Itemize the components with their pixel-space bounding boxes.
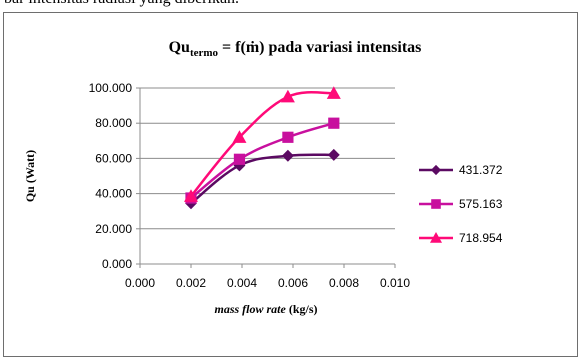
y-tick-label: 60.000 (95, 151, 132, 165)
y-tick-labels: 0.000 20.000 40.000 60.000 80.000 100.000 (89, 81, 133, 271)
legend-item: 575.163 (419, 197, 503, 211)
legend-label: 575.163 (459, 197, 503, 211)
data-point (327, 148, 340, 161)
data-point (233, 153, 246, 165)
legend-marker (430, 232, 442, 243)
data-point (232, 130, 247, 143)
legend-label: 431.372 (459, 163, 503, 177)
chart-frame (3, 12, 578, 357)
legend-marker (430, 164, 442, 176)
x-axis-label: mass flow rate (kg/s) (214, 302, 317, 316)
y-tick-label: 80.000 (95, 116, 132, 130)
series-line (190, 91, 334, 198)
data-point (282, 131, 294, 143)
chart-title: Qutermo = f(ṁ) pada variasi intensitas (169, 39, 422, 59)
series-line (190, 122, 335, 199)
grid-lines (136, 87, 396, 268)
legend-item: 431.372 (419, 163, 503, 177)
series-718.954 (184, 86, 341, 202)
legend-label: 718.954 (459, 231, 503, 245)
y-tick-label: 20.000 (95, 222, 132, 236)
y-tick-label: 40.000 (95, 187, 132, 201)
plot-area (184, 86, 341, 210)
data-point (328, 117, 340, 129)
data-point (281, 149, 294, 162)
x-tick-labels: 0.000 0.002 0.004 0.006 0.008 0.010 (125, 276, 410, 290)
y-tick-label: 0.000 (102, 257, 132, 271)
x-axis-label-unit: (kg/s) (286, 302, 318, 316)
y-tick-label: 100.000 (89, 81, 133, 95)
data-point (280, 89, 295, 103)
legend: 431.372 575.163 718.954 (419, 163, 503, 245)
title-rest: = f(ṁ) pada variasi intensitas (218, 39, 421, 56)
legend-item: 718.954 (419, 231, 503, 245)
y-axis-label: Qu (Watt) (23, 150, 37, 202)
title-subscript: termo (190, 47, 219, 59)
x-tick-label: 0.008 (329, 276, 359, 290)
data-point (326, 86, 341, 99)
legend-marker (431, 199, 441, 209)
title-main: Qu (169, 39, 190, 56)
x-tick-label: 0.006 (278, 276, 308, 290)
x-axis-label-italic: mass flow rate (214, 302, 286, 316)
x-tick-label: 0.010 (380, 276, 410, 290)
x-tick-label: 0.002 (176, 276, 206, 290)
series-line (190, 153, 334, 205)
caption-fragment: bar intensitas radiasi yang diberikan. (4, 0, 239, 8)
data-point (184, 189, 198, 202)
x-tick-label: 0.000 (125, 276, 155, 290)
axes (139, 88, 395, 265)
x-tick-label: 0.004 (227, 276, 257, 290)
series-575.163 (185, 117, 340, 204)
